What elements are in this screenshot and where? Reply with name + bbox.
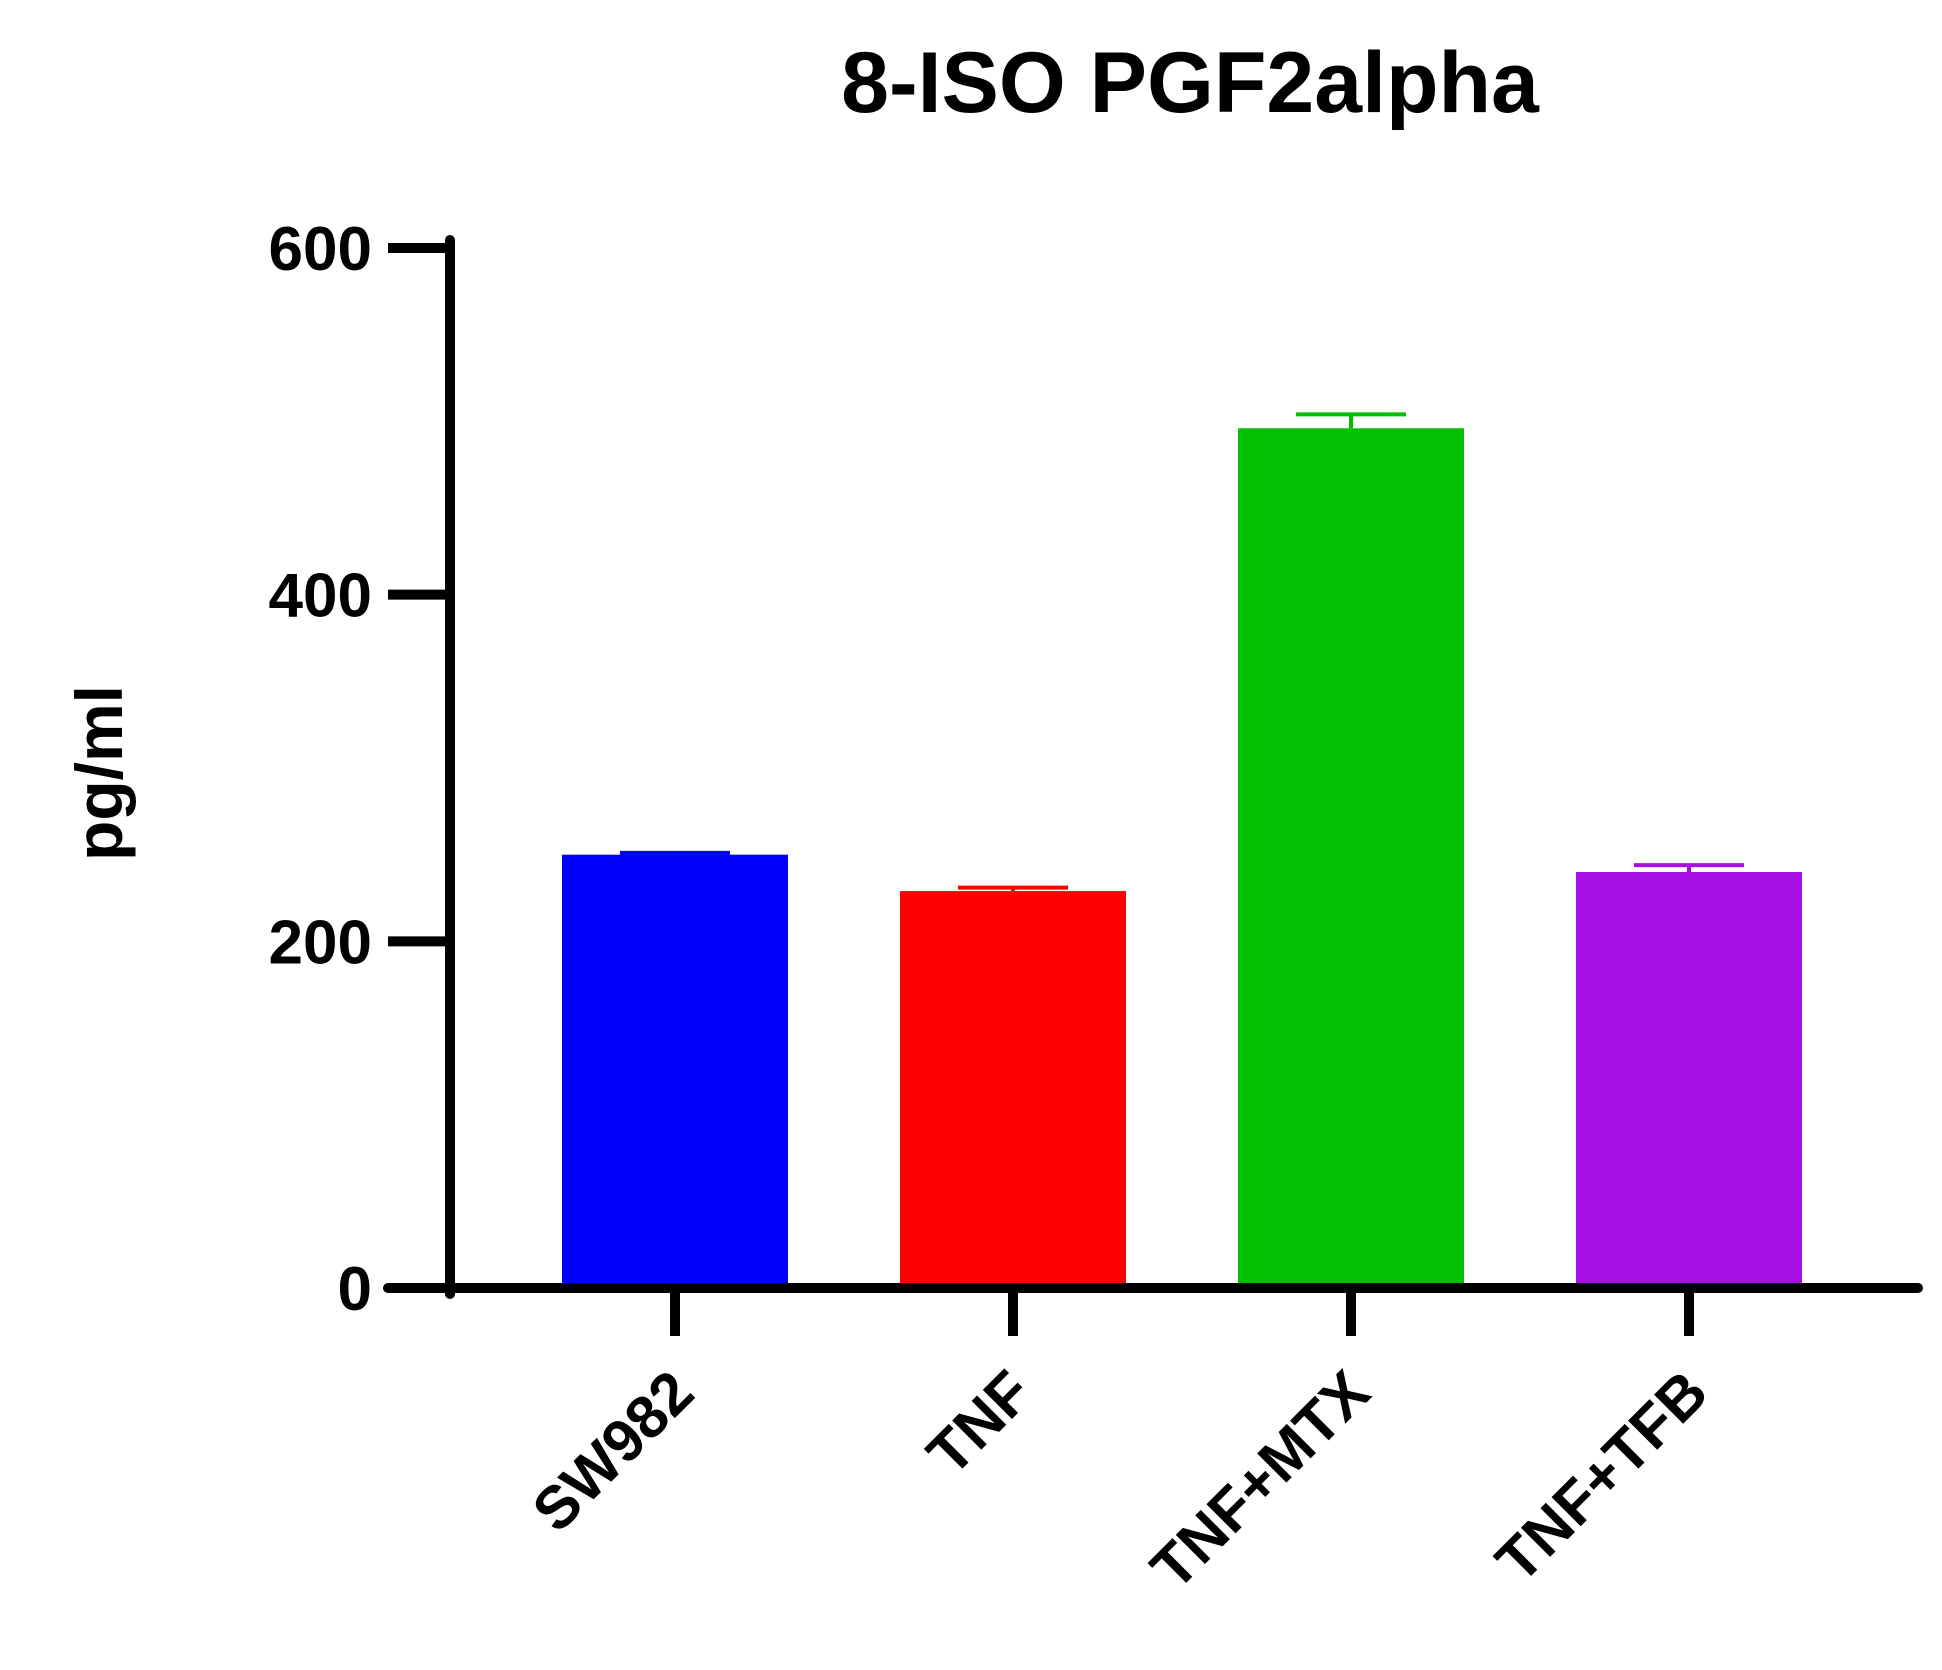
- bar-sw982: [562, 854, 788, 1288]
- y-axis-label: pg/ml: [62, 685, 136, 861]
- bar-tnf-tfb: [1576, 872, 1802, 1288]
- y-tick-label-200: 200: [269, 908, 372, 977]
- x-tick-label-tnf: TNF: [914, 1358, 1044, 1488]
- y-tick-label-600: 600: [269, 215, 372, 284]
- bar-tnf-mtx: [1238, 428, 1464, 1288]
- error-bars-layer: [620, 412, 1744, 892]
- x-tick-label-tnf-tfb: TNF+TFB: [1483, 1358, 1720, 1595]
- x-tick-label-tnf-mtx: TNF+MTX: [1138, 1358, 1382, 1602]
- x-tick-label-sw982: SW982: [520, 1358, 707, 1545]
- y-tick-label-400: 400: [269, 562, 372, 631]
- y-tick-label-0: 0: [338, 1255, 372, 1324]
- chart-title: 8-ISO PGF2alpha: [841, 35, 1540, 131]
- bar-tnf: [900, 891, 1126, 1288]
- bars-layer: [562, 428, 1802, 1288]
- x-ticks-layer: SW982 TNF TNF+MTX TNF+TFB: [520, 1288, 1720, 1602]
- y-ticks-layer: 0 200 400 600: [269, 215, 450, 1324]
